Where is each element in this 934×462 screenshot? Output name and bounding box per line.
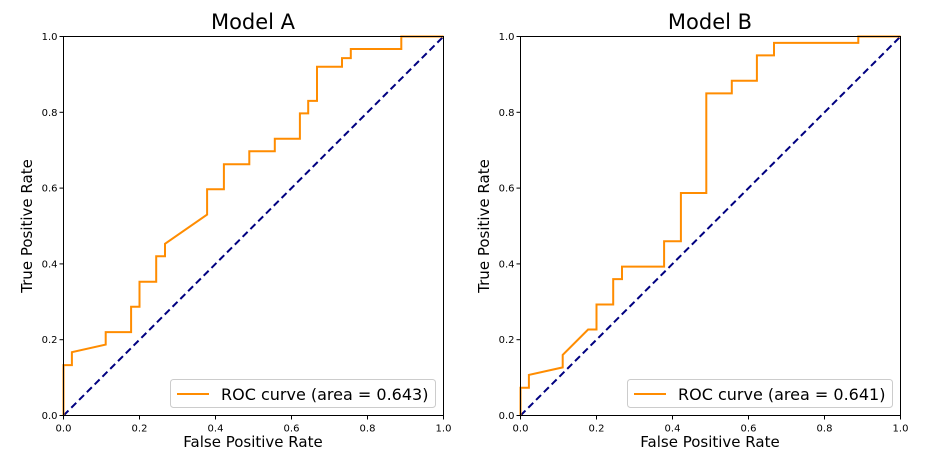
x-axis-label: False Positive Rate xyxy=(640,433,779,451)
y-tick-label: 0.4 xyxy=(499,259,515,270)
legend: ROC curve (area = 0.641) xyxy=(627,379,893,408)
y-tick-label: 0.6 xyxy=(42,184,58,195)
x-tick-label: 0.6 xyxy=(284,424,300,435)
y-tick-label: 0.2 xyxy=(42,335,58,346)
y-tick-label: 1.0 xyxy=(499,32,515,43)
y-tick-label: 0.8 xyxy=(42,108,58,119)
x-tick-label: 0.8 xyxy=(817,424,833,435)
y-tick-label: 0.0 xyxy=(42,411,58,422)
chance-diagonal-line xyxy=(62,35,445,417)
legend-box xyxy=(627,379,893,408)
y-axis-label: True Positive Rate xyxy=(18,159,36,294)
y-axis-label: True Positive Rate xyxy=(475,159,493,294)
y-tick-label: 0.2 xyxy=(499,335,515,346)
x-tick-label: 1.0 xyxy=(893,424,909,435)
legend-label: ROC curve (area = 0.643) xyxy=(221,385,428,404)
x-tick-label: 0.6 xyxy=(741,424,757,435)
plot-frame xyxy=(63,36,444,416)
chart-title: Model B xyxy=(668,10,752,34)
y-tick-label: 1.0 xyxy=(42,32,58,43)
x-tick-label: 0.0 xyxy=(513,424,529,435)
x-tick-label: 0.4 xyxy=(665,424,681,435)
x-tick-label: 0.8 xyxy=(360,424,376,435)
x-tick-label: 0.2 xyxy=(132,424,148,435)
chance-diagonal-line xyxy=(519,35,902,417)
y-tick-label: 0.4 xyxy=(42,259,58,270)
legend-label: ROC curve (area = 0.641) xyxy=(678,385,885,404)
x-tick-label: 1.0 xyxy=(436,424,452,435)
x-tick-label: 0.0 xyxy=(56,424,72,435)
chart-panel-model-b: Model B 0.0 0.2 0.4 0.6 0.8 1.0 0.0 0.2 0.4 0.6 0.… xyxy=(475,10,908,451)
x-tick-label: 0.4 xyxy=(208,424,224,435)
y-tick-label: 0.0 xyxy=(499,411,515,422)
y-tick-label: 0.6 xyxy=(499,184,515,195)
roc-curve-line xyxy=(519,35,901,416)
legend: ROC curve (area = 0.643) xyxy=(170,379,436,408)
chart-title: Model A xyxy=(211,10,296,34)
y-tick-label: 0.8 xyxy=(499,108,515,119)
plot-frame xyxy=(520,36,901,416)
x-tick-label: 0.2 xyxy=(589,424,605,435)
legend-box xyxy=(170,379,436,408)
roc-curve-line xyxy=(62,35,444,416)
x-axis-label: False Positive Rate xyxy=(183,433,322,451)
chart-panel-model-a: Model A 0.0 0.2 0.4 0.6 0.8 1.0 0.0 0.2 0.4 0.6 0.… xyxy=(18,10,451,451)
